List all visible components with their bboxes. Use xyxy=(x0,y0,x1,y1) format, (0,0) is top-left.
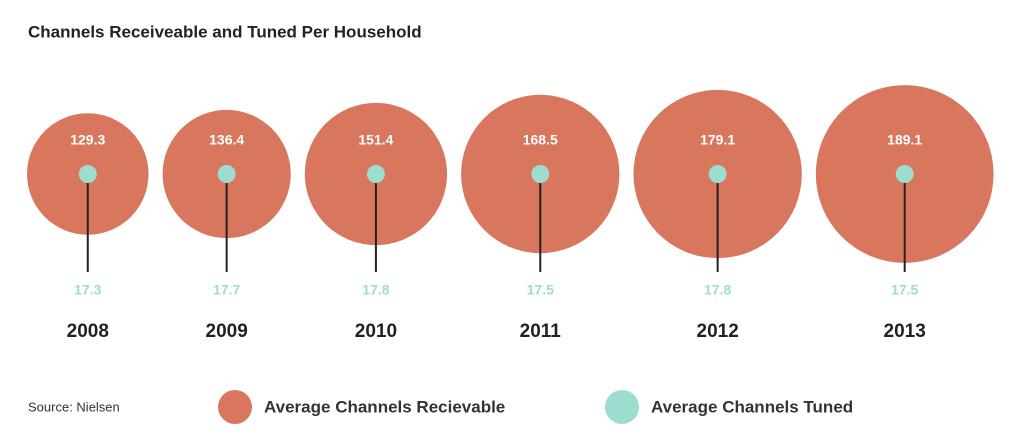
x-tick-label: 2009 xyxy=(206,321,248,342)
value-label: 168.5 xyxy=(523,132,558,148)
value-label: 17.8 xyxy=(362,282,389,298)
tuned-dot xyxy=(708,165,727,183)
value-label: 129.3 xyxy=(70,132,105,148)
value-label: 189.1 xyxy=(887,132,922,148)
tuned-dot xyxy=(78,165,97,183)
value-label: 17.5 xyxy=(527,282,554,298)
legend-swatch xyxy=(605,390,639,424)
value-label: 136.4 xyxy=(209,132,244,148)
x-tick-label: 2013 xyxy=(884,321,926,342)
value-label: 179.1 xyxy=(700,132,735,148)
tuned-dot xyxy=(217,165,236,183)
x-tick-label: 2012 xyxy=(697,321,739,342)
legend-label: Average Channels Recievable xyxy=(264,397,505,416)
legend-swatch xyxy=(218,390,252,424)
value-label: 17.5 xyxy=(891,282,918,298)
value-label: 17.7 xyxy=(213,282,240,298)
x-tick-label: 2008 xyxy=(67,321,109,342)
source-note: Source: Nielsen xyxy=(28,399,120,414)
chart-title: Channels Receiveable and Tuned Per House… xyxy=(28,22,422,41)
tuned-dot xyxy=(531,165,550,183)
value-label: 151.4 xyxy=(358,132,393,148)
x-tick-label: 2011 xyxy=(520,321,562,342)
legend-label: Average Channels Tuned xyxy=(651,397,853,416)
x-tick-label: 2010 xyxy=(355,321,397,342)
value-label: 17.3 xyxy=(74,282,101,298)
value-label: 17.8 xyxy=(704,282,731,298)
tuned-dot xyxy=(366,165,385,183)
tuned-dot xyxy=(895,165,914,183)
